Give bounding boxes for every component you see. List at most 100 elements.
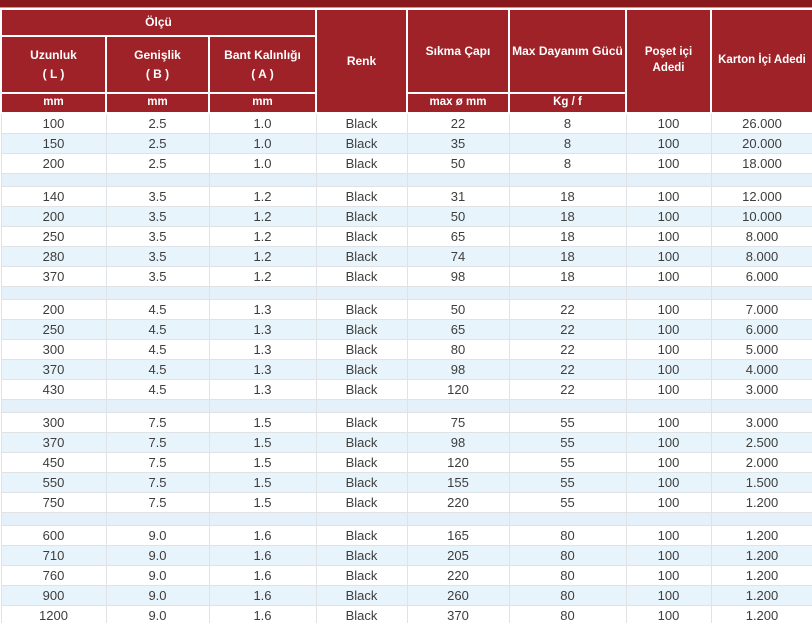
cell: 100 [625,319,712,340]
cell: 165 [406,525,510,546]
cell: 1.6 [208,545,317,566]
cell: 100 [625,299,712,320]
header-karton-ici-adedi: Karton İçi Adedi [710,8,812,114]
cell: 1.3 [208,339,317,360]
cell: 6.000 [710,266,812,287]
separator-cell [508,286,627,300]
cell: 9.0 [105,525,210,546]
header-bant-kalinligi-symbol: ( A ) [251,67,274,81]
cell: Black [315,492,408,513]
separator-cell [406,512,510,526]
cell: 120 [406,379,510,400]
cell: 1.0 [208,133,317,154]
cell: 710 [0,545,107,566]
cell: Black [315,112,408,134]
cell: 55 [508,492,627,513]
cell: 200 [0,153,107,174]
cell: 4.5 [105,379,210,400]
cell: 8 [508,133,627,154]
cell: 100 [625,585,712,606]
cell: 100 [625,112,712,134]
cell: 370 [406,605,510,623]
separator-cell [710,286,812,300]
cell: 1.200 [710,545,812,566]
cell: 100 [625,186,712,207]
header-sikma-capi: Sıkma Çapı [406,8,510,94]
cell: 300 [0,412,107,433]
separator-cell [0,286,107,300]
header-genislik: Genişlik ( B ) [105,35,210,94]
table-row: 100 2.5 1.0 Black 22 8 100 26.000 [0,112,812,134]
table-row: 250 4.5 1.3 Black 65 22 100 6.000 [0,319,812,340]
cell: 4.5 [105,319,210,340]
unit-sikma-capi: max ø mm [406,92,510,114]
cell: Black [315,339,408,360]
cell: Black [315,545,408,566]
cell: Black [315,246,408,267]
cell: Black [315,412,408,433]
cell: 370 [0,432,107,453]
cell: 8 [508,153,627,174]
separator-cell [710,399,812,413]
cell: 100 [625,246,712,267]
cell: Black [315,319,408,340]
cell: 260 [406,585,510,606]
cell: 1.3 [208,379,317,400]
table-row: 250 3.5 1.2 Black 65 18 100 8.000 [0,226,812,247]
table-row: 710 9.0 1.6 Black 205 80 100 1.200 [0,545,812,566]
cell: 4.5 [105,359,210,380]
header-renk: Renk [315,8,408,114]
cell: 2.000 [710,452,812,473]
separator-cell [710,512,812,526]
cell: 100 [625,206,712,227]
table-row: 150 2.5 1.0 Black 35 8 100 20.000 [0,133,812,154]
cell: Black [315,472,408,493]
cell: 155 [406,472,510,493]
cell: 1200 [0,605,107,623]
separator-cell [208,286,317,300]
cell: 140 [0,186,107,207]
cell: 98 [406,432,510,453]
separator-cell [208,173,317,187]
cell: 100 [625,605,712,623]
separator-cell [406,173,510,187]
table-row: 370 3.5 1.2 Black 98 18 100 6.000 [0,266,812,287]
cell: 4.5 [105,299,210,320]
cell: Black [315,379,408,400]
cell: 1.5 [208,472,317,493]
cell: 4.000 [710,359,812,380]
separator-cell [105,173,210,187]
separator-cell [625,512,712,526]
table-row: 200 4.5 1.3 Black 50 22 100 7.000 [0,299,812,320]
cell: 1.5 [208,432,317,453]
cell: 22 [508,359,627,380]
cell: 250 [0,319,107,340]
cell: Black [315,133,408,154]
cell: 2.5 [105,153,210,174]
cell: 1.500 [710,472,812,493]
group-separator-row [0,286,812,300]
header-poset-ici-adedi: Poşet içi Adedi [625,8,712,114]
cell: 370 [0,359,107,380]
unit-uzunluk: mm [0,92,107,114]
header-genislik-label: Genişlik [134,47,181,62]
cell: Black [315,186,408,207]
cell: 3.5 [105,266,210,287]
cell: 900 [0,585,107,606]
cell: 55 [508,452,627,473]
table-row: 600 9.0 1.6 Black 165 80 100 1.200 [0,525,812,546]
cell: 2.500 [710,432,812,453]
cell: 3.5 [105,226,210,247]
cell: Black [315,206,408,227]
cell: 7.5 [105,412,210,433]
table-row: 450 7.5 1.5 Black 120 55 100 2.000 [0,452,812,473]
cell: 430 [0,379,107,400]
cell: 1.2 [208,186,317,207]
cell: 7.000 [710,299,812,320]
cell: 1.0 [208,153,317,174]
cell: 80 [508,605,627,623]
product-spec-table: Ölçü Renk Sıkma Çapı Max Dayanım Gücü Po… [0,8,812,623]
cell: 1.2 [208,246,317,267]
cell: Black [315,585,408,606]
cell: 100 [625,339,712,360]
